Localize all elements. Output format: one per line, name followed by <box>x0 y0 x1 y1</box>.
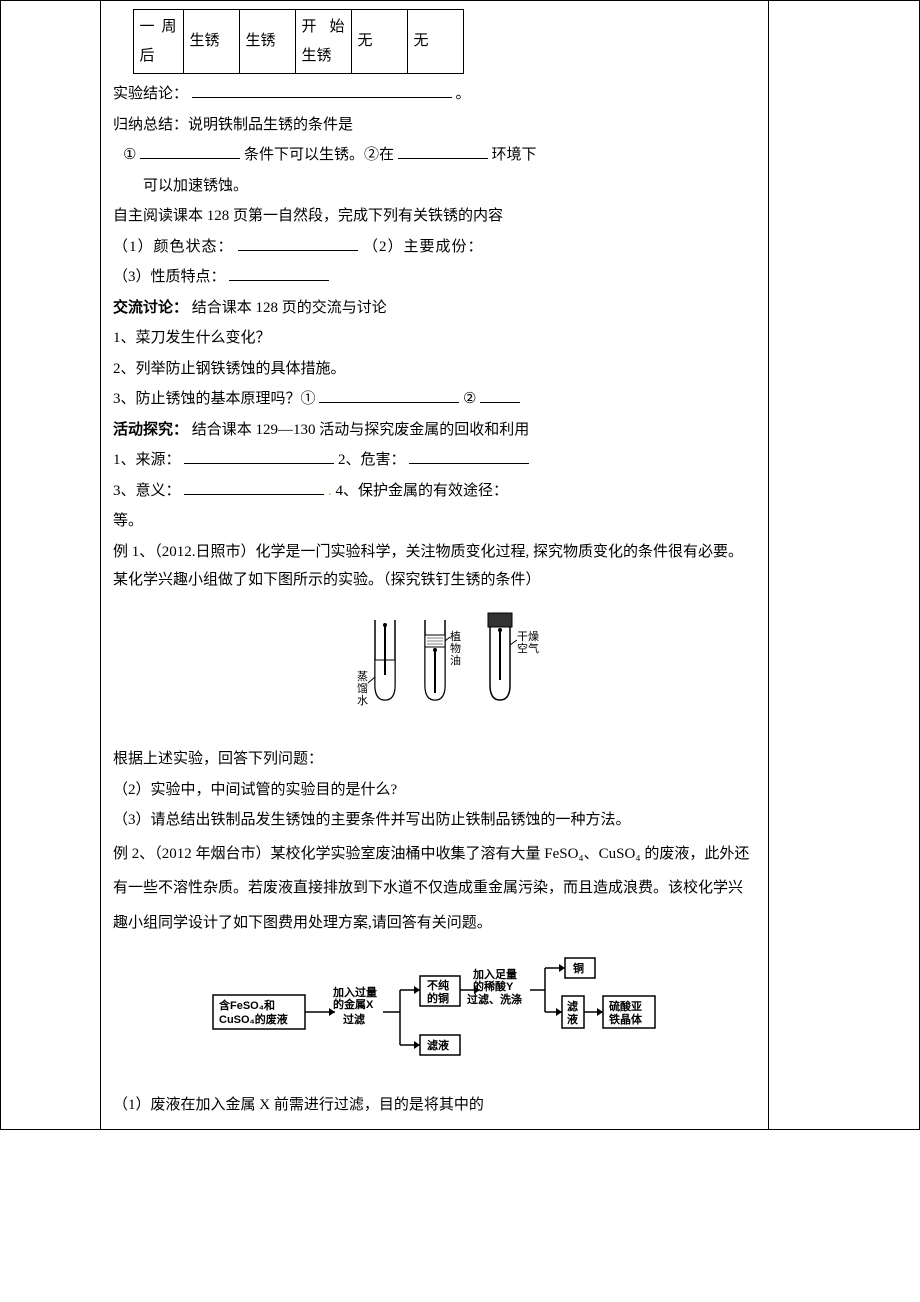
label-distilled-2: 馏 <box>357 681 368 695</box>
addy-l2: 的稀酸Y <box>473 979 514 993</box>
feso4-l1: 硫酸亚 <box>609 999 642 1013</box>
label-oil-2: 物 <box>450 641 461 655</box>
blank <box>192 85 452 99</box>
addx-l1: 加入过量 <box>332 985 377 999</box>
discuss-label: 交流讨论： <box>113 299 188 316</box>
etc: 等。 <box>113 507 756 536</box>
filtrate-text: 滤液 <box>427 1038 450 1052</box>
condition-1-line2: 可以加速锈蚀。 <box>113 172 756 201</box>
rust-prop-line: （1）颜色状态： （2）主要成份： <box>113 233 756 262</box>
impure-l1: 不纯 <box>427 978 449 992</box>
feso4-l2: 铁晶体 <box>609 1012 643 1026</box>
example-2: 例 2、（2012 年烟台市）某校化学实验室废油桶中收集了溶有大量 FeSO₄、… <box>113 837 756 941</box>
tube-2 <box>425 620 445 700</box>
example-1: 例 1、（2012.日照市）化学是一门实验科学，关注物质变化过程, 探究物质变化… <box>113 538 756 595</box>
discuss-line: 交流讨论： 结合课本 128 页的交流与讨论 <box>113 294 756 323</box>
left-margin-column <box>1 1 101 1129</box>
cond1-tail: 环境下 <box>491 147 536 163</box>
table-row: 一周后 生锈 生锈 开始生锈 无 无 <box>113 10 483 74</box>
impure-l2: 的铜 <box>427 991 449 1005</box>
blank <box>480 390 520 404</box>
blank <box>238 237 358 251</box>
label-dry-1: 干燥 <box>517 630 539 643</box>
mean-a: 3、意义： <box>113 483 181 499</box>
discuss-text: 结合课本 128 页的交流与讨论 <box>192 300 387 316</box>
flowchart-svg: 含FeSO₄和 CuSO₄的废液 加入过量 的金属X 过滤 不纯 <box>205 950 665 1070</box>
label-oil-1: 植 <box>450 629 461 643</box>
conclusion-label: 实验结论： <box>113 86 188 102</box>
q3-mid: ② <box>463 391 476 407</box>
sol-l1: 滤 <box>567 999 578 1013</box>
explore-text: 结合课本 129—130 活动与探究废金属的回收和利用 <box>192 422 530 438</box>
protect-a: 4、保护金属的有效途径： <box>336 483 509 499</box>
rust2-label: （2）主要成份： <box>363 239 484 255</box>
conclusion-line: 实验结论： 。 <box>113 80 756 109</box>
addx-l2: 的金属X <box>333 997 374 1011</box>
obs-cell: 开始生锈 <box>295 10 351 74</box>
src-a: 1、来源： <box>113 452 181 468</box>
ex1-q2: （2）实验中，中间试管的实验目的是什么? <box>113 776 756 805</box>
tube-1 <box>375 620 395 700</box>
rust3-label: （3）性质特点： <box>113 269 226 285</box>
condition-1-line: ① 条件下可以生锈。②在 环境下 <box>113 141 756 170</box>
sol-l2: 液 <box>567 1012 579 1026</box>
dot-icon: . <box>328 483 332 499</box>
waste-l2: CuSO₄的废液 <box>219 1012 289 1026</box>
row-label-cell: 一周后 <box>133 10 183 74</box>
q2: 2、列举防止钢铁锈蚀的具体措施。 <box>113 355 756 384</box>
blank <box>184 481 324 495</box>
read-intro: 自主阅读课本 128 页第一自然段，完成下列有关铁锈的内容 <box>113 202 756 231</box>
rust1-label: （1）颜色状态： <box>113 239 234 255</box>
source-harm-line: 1、来源： 2、危害： <box>113 446 756 475</box>
figure-2-flowchart: 含FeSO₄和 CuSO₄的废液 加入过量 的金属X 过滤 不纯 <box>113 950 756 1081</box>
ex1-q3: （3）请总结出铁制品发生锈蚀的主要条件并写出防止铁制品锈蚀的一种方法。 <box>113 806 756 835</box>
blank <box>184 451 334 465</box>
period: 。 <box>456 86 471 102</box>
label-oil-3: 油 <box>450 653 461 667</box>
tube-3 <box>488 613 512 700</box>
explore-line: 活动探究： 结合课本 129—130 活动与探究废金属的回收和利用 <box>113 416 756 445</box>
addy-l1: 加入足量 <box>472 967 517 981</box>
blank <box>229 268 329 282</box>
obs-cell: 生锈 <box>239 10 295 74</box>
harm-a: 2、危害： <box>338 452 406 468</box>
meaning-line: 3、意义： . 4、保护金属的有效途径： <box>113 477 756 506</box>
blank <box>409 451 529 465</box>
main-content-column: 一周后 生锈 生锈 开始生锈 无 无 实验结论： 。 归纳总结：说明铁制品生锈的… <box>101 1 769 1129</box>
label-dry-2: 空气 <box>517 641 539 655</box>
q1: 1、菜刀发生什么变化？ <box>113 324 756 353</box>
cu-text: 铜 <box>572 961 584 975</box>
num-1: ① <box>123 147 136 163</box>
summary-line: 归纳总结：说明铁制品生锈的条件是 <box>113 111 756 140</box>
waste-l1: 含FeSO₄和 <box>218 998 275 1012</box>
q3-a: 3、防止锈蚀的基本原理吗？① <box>113 391 316 407</box>
table-spacer <box>113 10 133 74</box>
q3: 3、防止锈蚀的基本原理吗？① ② <box>113 385 756 414</box>
obs-cell: 无 <box>351 10 407 74</box>
addx-l3: 过滤 <box>343 1012 365 1026</box>
observation-table: 一周后 生锈 生锈 开始生锈 无 无 <box>113 9 483 74</box>
cond1-text: 条件下可以生锈。②在 <box>244 147 394 163</box>
rust-prop-line3: （3）性质特点： <box>113 263 756 292</box>
ex1-follow: 根据上述实验，回答下列问题： <box>113 745 756 774</box>
explore-label: 活动探究： <box>113 421 188 438</box>
label-distilled-3: 水 <box>357 694 368 707</box>
blank <box>398 146 488 160</box>
test-tubes-svg: 蒸 馏 水 植 物 油 <box>305 605 565 725</box>
obs-cell: 生锈 <box>183 10 239 74</box>
ex2-q1: （1）废液在加入金属 X 前需进行过滤，目的是将其中的 <box>113 1091 756 1120</box>
obs-cell: 无 <box>407 10 463 74</box>
addy-l3: 过滤、洗涤 <box>467 992 522 1006</box>
figure-1-tubes: 蒸 馏 水 植 物 油 <box>113 605 756 736</box>
table-spacer <box>463 10 483 74</box>
right-margin-column <box>769 1 919 1129</box>
blank <box>140 146 240 160</box>
label-distilled-1: 蒸 <box>357 670 368 683</box>
blank <box>319 390 459 404</box>
